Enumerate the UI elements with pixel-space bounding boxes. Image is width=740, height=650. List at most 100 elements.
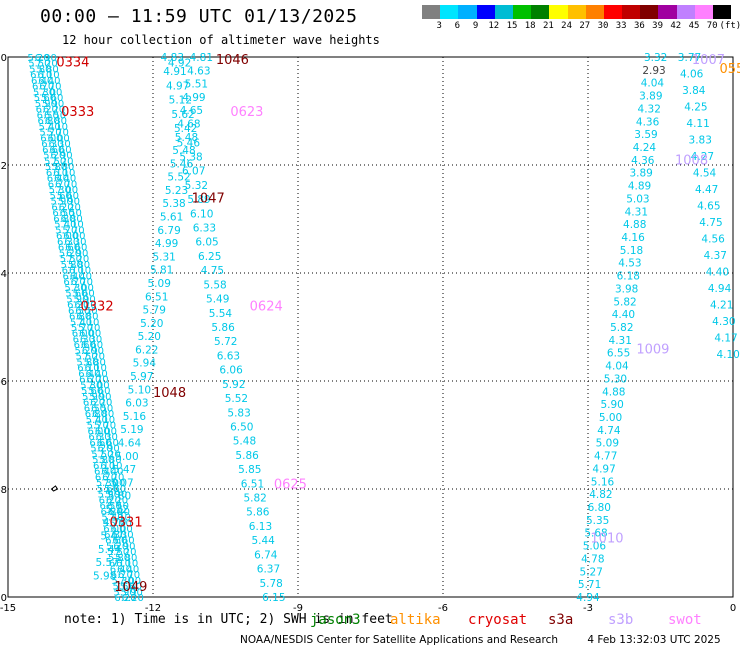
track-value: 6.10 <box>69 266 91 277</box>
color-swatch <box>658 5 677 19</box>
track-value: 6.40 <box>78 369 100 380</box>
track-value: 5.90 <box>73 294 95 305</box>
track-value: 5.90 <box>50 197 72 208</box>
track-value: 6.90 <box>82 346 104 357</box>
track-value: 5.98 <box>93 570 116 582</box>
track-value: 5.50 <box>107 547 129 558</box>
track-value: 5.86 <box>246 507 270 519</box>
track-value: 5.90 <box>58 197 80 208</box>
track-value: 4.31 <box>625 206 648 218</box>
track-value: 5.97 <box>130 371 153 383</box>
track-value: 3.32 <box>644 52 667 64</box>
track-value: 5.89 <box>187 194 210 206</box>
track-value: 5.48 <box>233 436 256 448</box>
track-value: 6.10 <box>93 461 115 472</box>
track-value: 5.57 <box>95 557 118 569</box>
track-value: 5.09 <box>596 438 619 450</box>
track-value: 5.50 <box>60 254 82 265</box>
color-swatch <box>640 5 659 19</box>
track-value: 5.80 <box>36 64 58 75</box>
track-value: 7.20 <box>98 449 120 460</box>
color-legend-label: 15 <box>506 21 518 31</box>
track-value: 5.80 <box>61 260 83 271</box>
track-value: 5.23 <box>165 185 188 197</box>
pass-label: 1010 <box>590 532 623 547</box>
track-value: 5.80 <box>52 162 74 173</box>
track-value: 4.16 <box>621 232 645 244</box>
track-value: 7.10 <box>46 122 68 133</box>
track-value: 5.70 <box>71 323 93 334</box>
track-value: 5.16 <box>591 476 615 488</box>
pass-label: 0334 <box>56 55 89 70</box>
x-tick-label: -3 <box>583 603 593 614</box>
track-value: 4.63 <box>187 65 210 77</box>
track-value: 6.15 <box>262 592 285 604</box>
track-value: 5.30 <box>604 373 627 385</box>
track-value: 6.80 <box>45 116 67 127</box>
track-value: 6.80 <box>69 312 91 323</box>
track-value: 6.00 <box>56 231 78 242</box>
track-value: 6.40 <box>94 467 116 478</box>
track-value: 6.74 <box>254 549 278 561</box>
track-value: 5.90 <box>42 99 64 110</box>
track-value: 4.36 <box>631 155 655 167</box>
track-value: 4.04 <box>641 78 665 90</box>
track-value: 7.00 <box>119 576 141 587</box>
track-value: 6.37 <box>257 564 280 576</box>
x-tick-label: -15 <box>0 603 16 614</box>
track-value: 6.80 <box>92 409 114 420</box>
track-value: 6.80 <box>108 507 130 518</box>
track-value: 4.74 <box>597 425 621 437</box>
track-value: 4.47 <box>695 184 718 196</box>
track-value: 5.49 <box>206 294 229 306</box>
track-value: 4.40 <box>612 309 635 321</box>
track-value: 6.80 <box>76 312 98 323</box>
track-value: 4.81 <box>190 52 213 64</box>
color-legend-label: 39 <box>652 21 664 31</box>
track-value: 4.37 <box>704 250 727 262</box>
track-value: 6.63 <box>217 350 240 362</box>
track-value: 4.99 <box>155 238 178 250</box>
track-value: 6.20 <box>90 398 112 409</box>
color-legend-label: 3 <box>436 21 442 31</box>
track-value: 4.99 <box>182 92 205 104</box>
track-value: 6.50 <box>84 403 106 414</box>
track-value: 6.20 <box>59 202 81 213</box>
track-value: 6.50 <box>75 306 97 317</box>
track-value: 6.30 <box>80 334 102 345</box>
y-tick-label: -2 <box>0 161 7 172</box>
color-legend-label: 12 <box>488 21 500 31</box>
track-value: 5.90 <box>105 490 127 501</box>
track-value: 4.75 <box>699 217 722 229</box>
track-value: 6.40 <box>110 564 132 575</box>
x-tick-label: -12 <box>145 603 161 614</box>
track-value: 5.92 <box>222 379 245 391</box>
track-value: 4.30 <box>712 316 735 328</box>
track-value: 4.56 <box>701 234 725 246</box>
track-value: 5.35 <box>586 515 609 527</box>
track-value: 5.68 <box>584 528 607 540</box>
track-value: 6.20 <box>43 105 65 116</box>
track-value: 6.20 <box>99 495 121 506</box>
track-value: 6.50 <box>60 208 82 219</box>
color-swatch <box>512 5 532 19</box>
track-value: 3.84 <box>682 85 706 97</box>
track-value: 5.90 <box>89 392 111 403</box>
track-value: 7.20 <box>83 352 105 363</box>
track-value: 5.47 <box>113 464 136 476</box>
track-value: 5.72 <box>214 336 237 348</box>
track-value: 4.40 <box>706 267 729 279</box>
track-value: 6.70 <box>118 570 140 581</box>
track-value: 4.94 <box>708 283 732 295</box>
track-value: 6.30 <box>88 432 110 443</box>
color-swatch <box>549 5 568 19</box>
track-value: 5.60 <box>112 582 134 593</box>
track-value: 5.58 <box>203 279 226 291</box>
track-value: 5.90 <box>35 99 57 110</box>
track-value: 6.50 <box>44 110 66 121</box>
pass-label: 0333 <box>61 105 94 120</box>
track-value: 6.40 <box>54 174 76 185</box>
track-value: 4.17 <box>714 333 737 345</box>
track-value: 5.20 <box>43 151 65 162</box>
pass-label: 1049 <box>114 580 147 595</box>
